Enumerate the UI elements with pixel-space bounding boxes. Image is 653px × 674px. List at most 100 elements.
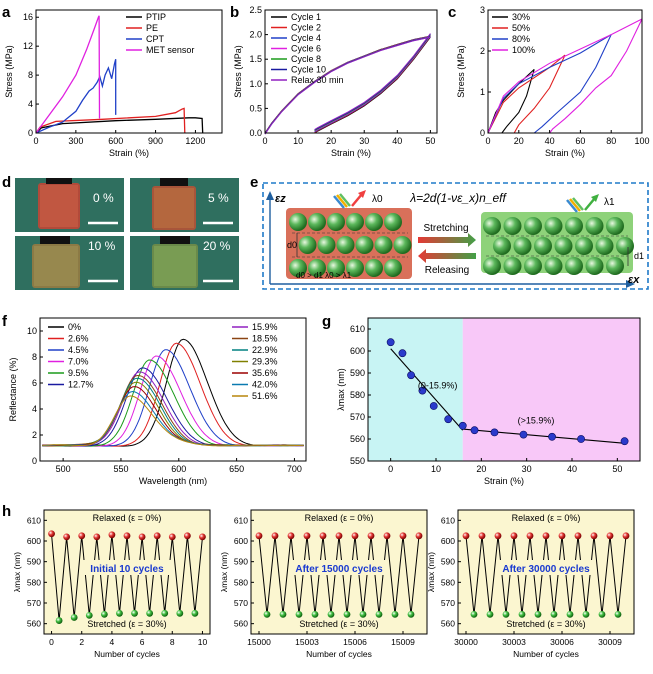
h2-ytick-label-5: 610: [234, 515, 248, 525]
h3-xlabel: Number of cycles: [513, 649, 579, 659]
h2-stretched-point-5: [343, 610, 351, 618]
panel-label-e: e: [250, 174, 258, 191]
h2-stretched-point-6: [359, 610, 367, 618]
h3-title-backdrop: [499, 560, 593, 575]
b-unloading-0: [314, 36, 431, 134]
h3-frame: [457, 509, 635, 635]
g-ytick-label-5: 600: [350, 346, 365, 356]
a-frame: [35, 9, 223, 134]
c-legend-label-0: 30%: [512, 12, 530, 22]
h2-relaxed-label: Relaxed (ε = 0%): [305, 513, 374, 523]
right-particle: [575, 237, 593, 255]
chart-g: (0-15.9%) (>15.9%) 0 10 20 30 40 50 550 560 570 580…: [336, 317, 641, 486]
photo-label-10: 10 %: [88, 239, 116, 253]
h2-relaxed-point-10: [415, 532, 423, 540]
h3-stretched-point-8: [598, 610, 606, 618]
chart-a: 0 300 600 900 1200 0 4 8 12 16 Strain (%) Stress (M…: [4, 9, 223, 158]
h3-ytick-label-4: 600: [441, 536, 455, 546]
panel-label-g: g: [322, 313, 331, 330]
c-ytick-label-2: 2: [480, 46, 485, 56]
left-particle-lattice: [289, 213, 412, 277]
c-ylabel: Stress (MPa): [456, 45, 466, 98]
g-xtick-label-1: 10: [431, 464, 441, 474]
h3-ytick-label-5: 610: [441, 515, 455, 525]
h3-relaxed-point-9: [606, 532, 614, 540]
b-legend-label-4: Cycle 8: [291, 54, 321, 64]
h3-relaxed-point-2: [494, 532, 502, 540]
b-ytick-label-5: 2.5: [249, 5, 262, 15]
f-xtick-label-4: 700: [287, 464, 302, 474]
h3-stretched-label: Stretched (ε = 30%): [506, 619, 585, 629]
right-particle: [606, 217, 624, 235]
h2-relaxed-point-4: [319, 532, 327, 540]
h1-xtick-label-5: 10: [198, 637, 208, 647]
h1-title-backdrop: [80, 560, 174, 575]
c-xtick-label-2: 40: [545, 136, 555, 146]
g-point-10: [548, 432, 556, 441]
b-loading-4: [264, 36, 431, 135]
h1-xlabel: Number of cycles: [94, 649, 160, 659]
h2-xtick-label-1: 15003: [295, 637, 319, 647]
h1-ylabel: λmax (nm): [12, 552, 22, 592]
g-xtick-label-2: 20: [476, 464, 486, 474]
h3-relaxed-point-4: [526, 532, 534, 540]
a-xtick-label-2: 600: [108, 136, 123, 146]
a-series-2: [35, 59, 117, 134]
b-legend-label-5: Cycle 10: [291, 65, 326, 75]
right-particle: [585, 257, 604, 275]
h2-relaxed-point-9: [399, 532, 407, 540]
h3-ytick-label-1: 570: [441, 598, 455, 608]
right-particle: [503, 257, 522, 275]
g-point-2: [407, 371, 415, 380]
h1-relaxed-point-4: [108, 531, 116, 539]
h2-stretched-point-0: [263, 610, 271, 618]
g-point-8: [490, 428, 499, 437]
h2-xtick-label-2: 15006: [343, 637, 367, 647]
h3-xtick-label-1: 30003: [502, 637, 526, 647]
g-fit-high: [462, 428, 627, 444]
h2-stretched-point-2: [295, 610, 303, 618]
b-ytick-label-2: 1.0: [249, 79, 262, 89]
h3-stretched-point-6: [566, 610, 574, 618]
b-xtick-label-5: 50: [425, 136, 435, 146]
h2-title-backdrop: [292, 560, 386, 575]
h2-ytick-label-0: 560: [234, 619, 248, 629]
d0-label: d0: [287, 240, 297, 250]
photo-label-20: 20 %: [203, 239, 231, 253]
left-particle: [336, 236, 355, 254]
h1-relaxed-point-1: [63, 533, 71, 541]
h1-stretched-label: Stretched (ε = 30%): [87, 619, 166, 629]
left-particle: [365, 259, 383, 277]
f-right-legend-label-6: 51.6%: [252, 391, 278, 401]
h3-xtick-label-2: 30006: [550, 637, 574, 647]
h1-ytick-label-5: 610: [27, 515, 41, 525]
h3-relaxed-point-7: [574, 532, 582, 540]
relation-label: d0 > d1 λ0 > λ1: [296, 271, 352, 280]
right-particle: [493, 237, 511, 255]
a-ytick-label-1: 4: [28, 99, 33, 109]
left-particle: [308, 213, 326, 231]
h1-relaxed-point-3: [93, 533, 101, 541]
c-xtick-label-0: 0: [485, 136, 490, 146]
g-region-label-high: (>15.9%): [518, 416, 555, 426]
f-ylabel: Reflectance (%): [8, 357, 18, 421]
h1-stretched-point-8: [176, 609, 184, 617]
h1-ytick-label-2: 580: [27, 577, 41, 587]
b-xlabel: Strain (%): [331, 148, 371, 158]
b-loading-0: [264, 35, 431, 134]
c-unload-1: [513, 54, 566, 134]
right-particle: [483, 217, 501, 235]
h2-stretched-point-1: [279, 610, 287, 618]
g-xtick-label-0: 0: [388, 464, 393, 474]
h2-stretched-point-4: [327, 610, 335, 618]
chart-f: 500 550 600 650 700 0 2 4 6 8 10 Wavelength (nm) Ref…: [8, 317, 307, 486]
bragg-equation: λ=2d(1-νε_x)n_eff: [409, 191, 507, 205]
h3-stretched-point-3: [518, 610, 526, 618]
panel-d-photos: 0 % 5 % 10 % 20 %: [15, 178, 239, 290]
h3-relaxed-point-5: [542, 532, 550, 540]
left-particle: [327, 259, 345, 277]
chart-h3: Relaxed (ε = 0%) Stretched (ε = 30%) After…: [426, 509, 635, 659]
incident-light-left: [333, 193, 351, 209]
b-ytick-label-0: 0.0: [249, 128, 262, 138]
